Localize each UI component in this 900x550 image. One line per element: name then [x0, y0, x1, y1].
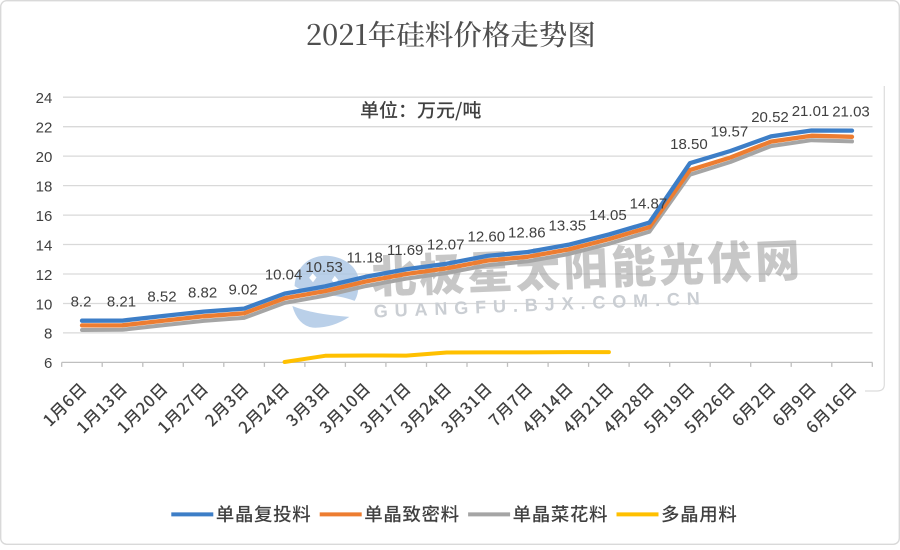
svg-text:12.60: 12.60: [468, 229, 506, 246]
svg-text:8: 8: [44, 326, 52, 343]
svg-text:18.50: 18.50: [670, 136, 708, 153]
svg-text:19.57: 19.57: [711, 124, 749, 141]
svg-text:12.86: 12.86: [508, 225, 546, 242]
svg-text:10: 10: [36, 296, 53, 313]
svg-text:8.82: 8.82: [188, 284, 217, 301]
svg-text:14.05: 14.05: [589, 207, 627, 224]
svg-text:20: 20: [36, 149, 53, 166]
svg-text:9.02: 9.02: [228, 281, 257, 298]
svg-text:12.07: 12.07: [427, 236, 465, 253]
svg-text:18: 18: [36, 178, 53, 195]
svg-text:14.87: 14.87: [630, 195, 668, 212]
svg-text:6: 6: [44, 355, 52, 372]
svg-text:8.52: 8.52: [147, 289, 176, 306]
svg-text:11.18: 11.18: [346, 250, 382, 267]
svg-text:10.04: 10.04: [265, 266, 303, 283]
svg-text:8.21: 8.21: [107, 293, 136, 310]
svg-text:21.03: 21.03: [832, 103, 870, 120]
svg-text:8.2: 8.2: [71, 293, 92, 310]
svg-text:14: 14: [36, 237, 53, 254]
svg-text:24: 24: [36, 90, 53, 107]
svg-text:21.01: 21.01: [792, 103, 830, 120]
svg-text:12: 12: [36, 267, 53, 284]
svg-text:13.35: 13.35: [549, 218, 587, 235]
svg-text:10.53: 10.53: [305, 259, 343, 276]
svg-text:22: 22: [36, 120, 53, 137]
svg-text:11.69: 11.69: [387, 242, 423, 259]
svg-text:16: 16: [36, 208, 53, 225]
svg-text:20.52: 20.52: [751, 109, 789, 126]
